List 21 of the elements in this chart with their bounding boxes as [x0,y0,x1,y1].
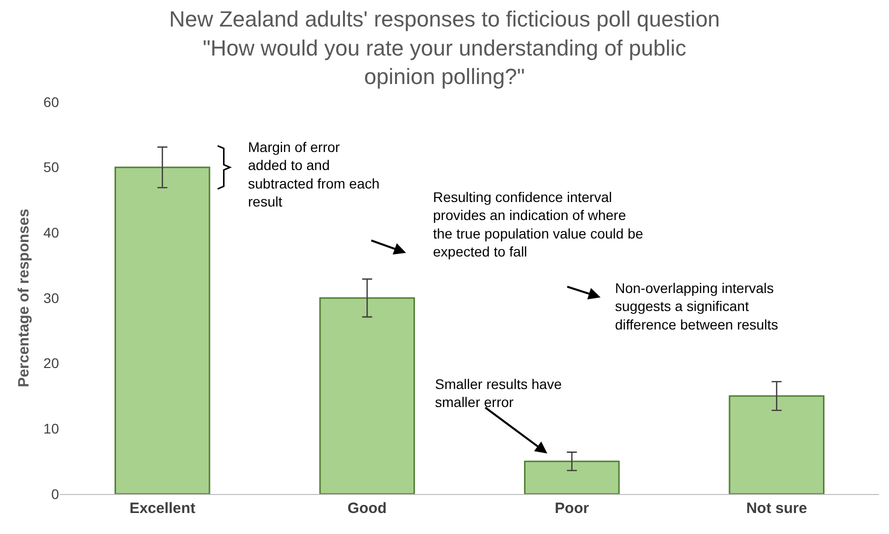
annotation: Smaller results have smaller error [435,376,562,410]
x-tick-label: Not sure [746,500,808,517]
x-tick-label: Poor [554,500,590,517]
y-tick-label: 30 [43,290,60,306]
y-tick-label: 20 [43,355,60,372]
bar [728,395,824,494]
bar [524,460,620,494]
x-tick-label: Good [348,500,387,517]
annotation: Non-overlapping intervals suggests a significant difference between results [615,280,778,332]
bar [319,297,415,494]
y-tick-label: 10 [43,420,60,437]
chart-title: New Zealand adults' responses to ficticious poll question "How would you rate your understanding of public opinion polling?" [169,6,720,89]
annotation: Margin of error added to and subtracted from each result [248,139,380,210]
bar [114,166,210,494]
annotation: Resulting confidence interval provides an indication of where the true population value could be expected to fall [433,189,644,260]
y-tick-label: 0 [51,486,60,502]
x-tick-label: Excellent [129,500,196,517]
y-tick-label: 50 [43,159,60,176]
y-tick-label: 40 [43,224,60,241]
y-tick-label: 60 [43,94,60,110]
y-axis-title: Percentage of responses [16,208,33,388]
